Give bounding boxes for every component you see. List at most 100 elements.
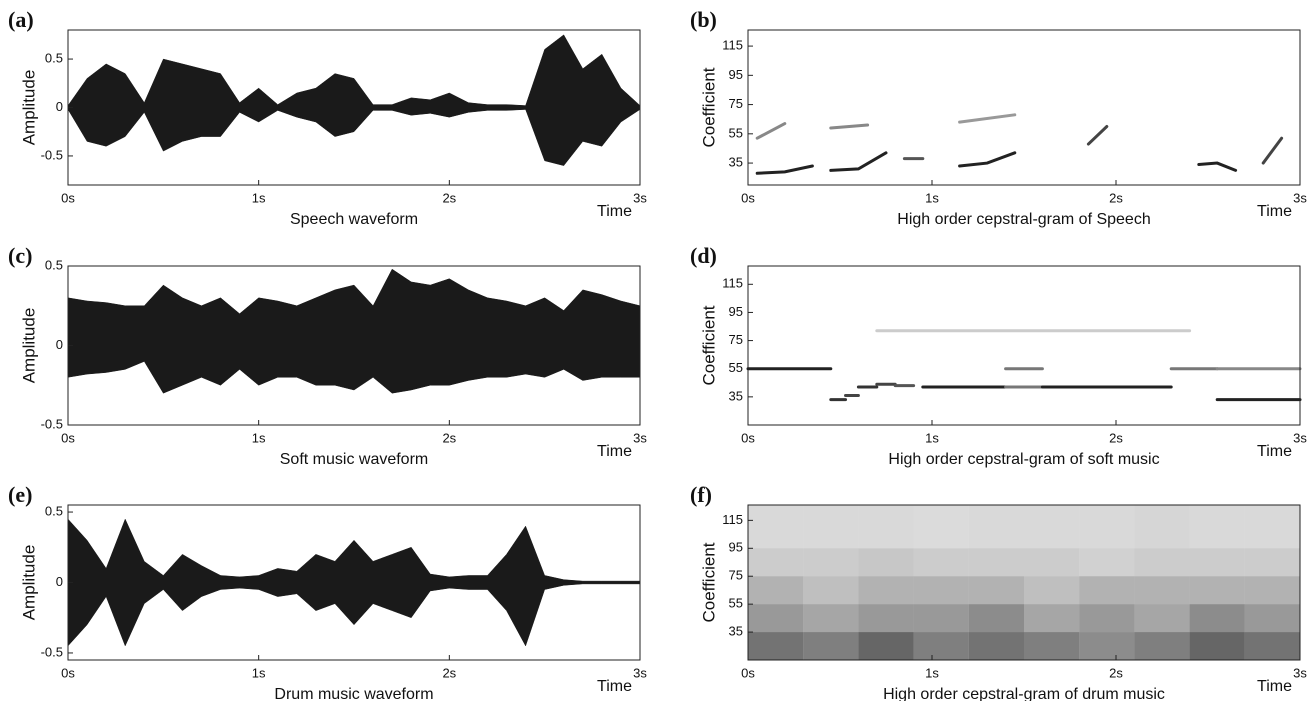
heatmap-cell (968, 632, 1024, 660)
plot-frame (747, 29, 1301, 186)
x-tick-label: 2s (442, 430, 456, 445)
cepstral-track (829, 123, 870, 130)
plot-frame (747, 504, 1301, 661)
x-tick-label: 1s (252, 430, 266, 445)
x-tick-label: 0s (741, 190, 755, 205)
heatmap-cell (748, 505, 804, 549)
heatmap-cell (1024, 548, 1080, 577)
heatmap-cell (1024, 576, 1080, 605)
heatmap-cell (1079, 548, 1135, 577)
x-axis-label: High order cepstral-gram of drum music (883, 686, 1165, 701)
plot-frame (747, 265, 1301, 426)
waveform-envelope (67, 34, 641, 108)
heatmap-cell (968, 548, 1024, 577)
x-tick-label: 0s (741, 430, 755, 445)
y-tick-label: 55 (729, 360, 743, 375)
y-tick-label: 0.5 (45, 51, 63, 66)
x-tick-label: 2s (1109, 190, 1123, 205)
y-tick-label: 95 (729, 540, 743, 555)
y-axis-label: Coefficient (699, 542, 718, 622)
cepstral-track (1261, 136, 1284, 165)
heatmap-cell (803, 505, 859, 549)
x-axis-label: High order cepstral-gram of Speech (897, 211, 1150, 228)
heatmap-cell (913, 604, 969, 633)
heatmap-cell (1244, 632, 1300, 660)
cepstral-track (1197, 161, 1238, 172)
y-axis-label: Amplitude (19, 70, 38, 146)
heatmap-cell (803, 576, 859, 605)
heatmap-cell (1079, 576, 1135, 605)
heatmap-cell (1134, 576, 1190, 605)
x-tick-label: 3s (633, 665, 647, 680)
x-tick-label: 3s (1293, 190, 1307, 205)
heatmap-cell (748, 576, 804, 605)
heatmap-cell (803, 548, 859, 577)
heatmap-cell (1079, 505, 1135, 549)
heatmap-cell (1189, 576, 1245, 605)
x-tick-label: 1s (252, 190, 266, 205)
heatmap-cell (1134, 632, 1190, 660)
time-label: Time (597, 443, 632, 460)
heatmap-cell (858, 548, 914, 577)
heatmap-cell (803, 632, 859, 660)
y-tick-label: 0 (56, 574, 63, 589)
heatmap-cell (1134, 548, 1190, 577)
cepstral-track (958, 113, 1017, 124)
y-tick-label: 115 (722, 512, 743, 527)
panel-label: (f) (690, 482, 712, 507)
y-tick-label: -0.5 (41, 147, 63, 162)
heatmap-cell (1244, 548, 1300, 577)
panel-label: (b) (690, 7, 717, 32)
time-label: Time (1257, 443, 1292, 460)
y-tick-label: 35 (729, 624, 743, 639)
waveform-envelope (67, 518, 641, 583)
heatmap-cell (968, 505, 1024, 549)
x-tick-label: 0s (741, 665, 755, 680)
x-tick-label: 1s (925, 190, 939, 205)
panel-label: (c) (8, 243, 32, 268)
x-tick-label: 0s (61, 430, 75, 445)
cepstral-track (755, 164, 814, 175)
heatmap-cell (858, 505, 914, 549)
y-tick-label: 75 (729, 96, 743, 111)
panel-label: (d) (690, 243, 717, 268)
y-tick-label: 75 (729, 568, 743, 583)
x-tick-label: 3s (1293, 430, 1307, 445)
x-axis-label: Speech waveform (290, 211, 418, 228)
cepstral-track (1086, 125, 1109, 146)
heatmap-cell (1189, 632, 1245, 660)
y-axis-label: Amplitude (19, 545, 38, 621)
heatmap-cell (858, 576, 914, 605)
y-tick-label: 95 (729, 67, 743, 82)
waveform-envelope (67, 268, 641, 346)
y-tick-label: 0.5 (45, 503, 63, 518)
cepstral-track (958, 151, 1017, 168)
y-tick-label: 35 (729, 155, 743, 170)
x-tick-label: 3s (1293, 665, 1307, 680)
y-axis-label: Amplitude (19, 308, 38, 384)
heatmap-cell (1244, 576, 1300, 605)
y-tick-label: 0 (56, 99, 63, 114)
x-tick-label: 2s (1109, 665, 1123, 680)
x-tick-label: 3s (633, 190, 647, 205)
heatmap-cell (1134, 505, 1190, 549)
x-tick-label: 1s (925, 665, 939, 680)
heatmap-cell (968, 576, 1024, 605)
x-axis-label: High order cepstral-gram of soft music (888, 451, 1159, 468)
heatmap-cell (1189, 505, 1245, 549)
y-tick-label: 75 (729, 332, 743, 347)
y-tick-label: 115 (722, 38, 743, 53)
heatmap-cell (748, 548, 804, 577)
x-tick-label: 0s (61, 190, 75, 205)
y-tick-label: -0.5 (41, 644, 63, 659)
time-label: Time (597, 203, 632, 220)
heatmap-cell (1134, 604, 1190, 633)
heatmap-cell (913, 576, 969, 605)
y-tick-label: 115 (722, 276, 743, 291)
heatmap-cell (968, 604, 1024, 633)
heatmap-cell (1244, 604, 1300, 633)
y-tick-label: 55 (729, 596, 743, 611)
heatmap-cell (1189, 548, 1245, 577)
y-tick-label: 55 (729, 125, 743, 140)
